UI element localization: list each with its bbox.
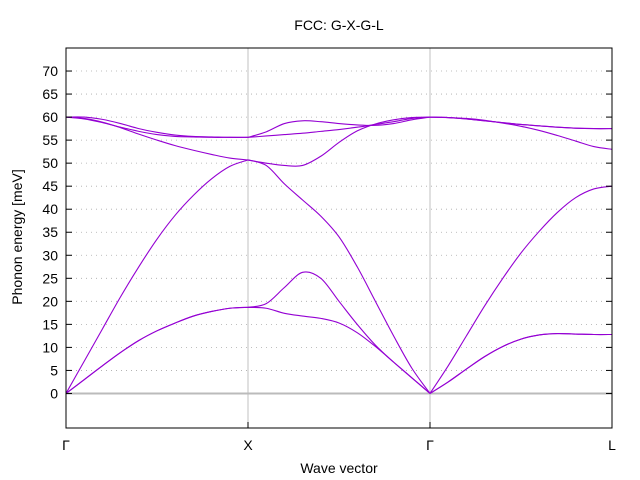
phonon-branches	[65, 116, 613, 394]
phonon-branch-4	[65, 116, 613, 167]
y-tick-label: 70	[42, 63, 58, 79]
chart-title: FCC: G-X-G-L	[294, 17, 384, 33]
y-tick-label: 45	[42, 178, 58, 194]
phonon-branch-5	[65, 116, 613, 138]
y-tick-label: 20	[42, 293, 58, 309]
y-tick-label: 40	[42, 201, 58, 217]
plot-frame	[65, 47, 613, 429]
y-tick-label: 0	[50, 385, 58, 401]
phonon-branch-3	[65, 159, 613, 394]
y-tick-label: 10	[42, 339, 58, 355]
phonon-branch-2	[65, 271, 613, 394]
high-symmetry-lines	[247, 48, 431, 428]
x-tick-label: Γ	[62, 437, 70, 453]
grid-layer	[66, 70, 612, 371]
x-tick-label: L	[608, 437, 616, 453]
y-tick-label: 35	[42, 224, 58, 240]
y-tick-label: 25	[42, 270, 58, 286]
y-tick-label: 65	[42, 86, 58, 102]
y-tick-label: 30	[42, 247, 58, 263]
phonon-branch-1	[65, 306, 613, 394]
y-axis-ticks: 0 5 10 15 20 25 30 35 40 45 50 55 60 65 70	[42, 63, 612, 401]
x-axis-label: Wave vector	[300, 460, 378, 476]
y-tick-label: 55	[42, 132, 58, 148]
y-axis-label: Phonon energy [meV]	[9, 169, 25, 304]
phonon-branch-6	[65, 116, 613, 138]
y-tick-label: 5	[50, 362, 58, 378]
y-tick-label: 50	[42, 155, 58, 171]
x-tick-label: Γ	[426, 437, 434, 453]
y-tick-label: 60	[42, 109, 58, 125]
y-tick-label: 15	[42, 316, 58, 332]
x-tick-label: X	[243, 437, 253, 453]
